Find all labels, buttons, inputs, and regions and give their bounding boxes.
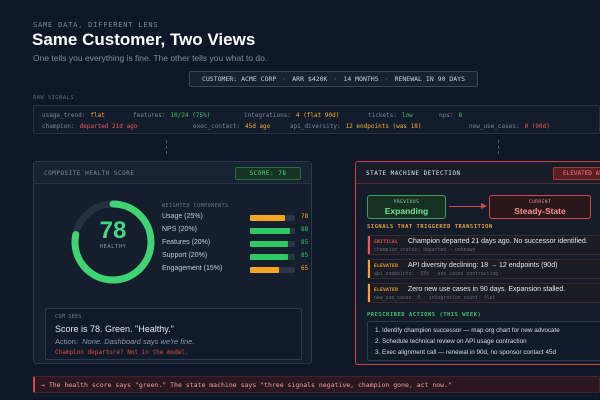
signal-api-diversity: api_diversity: 12 endpoints (was 18) bbox=[290, 123, 422, 130]
trigger-item: ELEVATED API diversity declining: 18 → 1… bbox=[367, 259, 600, 279]
trigger-item: CRITICAL Champion departed 21 days ago. … bbox=[367, 235, 600, 255]
csm-label: CSM SEES bbox=[55, 314, 82, 320]
elevated-alert-badge: ELEVATED ALERT bbox=[553, 167, 600, 180]
signal-features: features: 10/24 (75%) bbox=[133, 112, 211, 119]
action-item: 3. Exec alignment call — renewal in 90d,… bbox=[375, 349, 556, 356]
composite-health-panel: COMPOSITE HEALTH SCORE SCORE: 78 78 HEAL… bbox=[33, 161, 312, 364]
customer-name: CUSTOMER: ACME CORP bbox=[201, 75, 277, 83]
trigger-detail: new_use_cases: 0 · integration_count: fl… bbox=[374, 296, 496, 301]
page-subtitle: One tells you everything is fine. The ot… bbox=[33, 53, 268, 63]
trigger-message: Champion departed 21 days ago. No succes… bbox=[408, 238, 588, 245]
severity-tag: CRITICAL bbox=[374, 240, 399, 245]
footer-callout: → The health score says "green." The sta… bbox=[33, 376, 600, 393]
component-row: Features (20%) 85 bbox=[162, 239, 309, 247]
trigger-message: API diversity declining: 18 → 12 endpoin… bbox=[408, 262, 558, 269]
panel-title: STATE MACHINE DETECTION bbox=[366, 170, 461, 177]
separator: · bbox=[333, 75, 338, 83]
component-bar bbox=[250, 267, 295, 273]
triggers-label: SIGNALS THAT TRIGGERED TRANSITION bbox=[367, 224, 493, 230]
signal-integrations: integrations: 4 (flat 90d) bbox=[244, 112, 340, 119]
signal-champion: champion: departed 21d ago bbox=[42, 123, 138, 130]
action-item: 2. Schedule technical review on API usag… bbox=[375, 338, 527, 345]
panel-header: STATE MACHINE DETECTION ELEVATED ALERT bbox=[356, 162, 600, 184]
signal-new-use-cases: new_use_cases: 0 (90d) bbox=[469, 123, 550, 130]
kicker: SAME DATA, DIFFERENT LENS bbox=[33, 21, 159, 29]
component-bar bbox=[250, 241, 295, 247]
severity-tag: ELEVATED bbox=[374, 264, 399, 269]
trigger-detail: api_endpoints: -33% · use cases contract… bbox=[374, 272, 499, 277]
trigger-message: Zero new use cases in 90 days. Expansion… bbox=[408, 286, 566, 293]
page-title: Same Customer, Two Views bbox=[32, 30, 256, 49]
separator: · bbox=[384, 75, 389, 83]
score-badge: SCORE: 78 bbox=[235, 167, 301, 180]
customer-arr: ARR $420K bbox=[292, 75, 328, 83]
csm-score-line: Score is 78. Green. "Healthy." bbox=[55, 324, 174, 334]
component-row: NPS (20%) 88 bbox=[162, 226, 309, 234]
transition-arrow bbox=[449, 206, 485, 207]
panel-title: COMPOSITE HEALTH SCORE bbox=[44, 170, 135, 177]
panel-header: COMPOSITE HEALTH SCORE SCORE: 78 bbox=[34, 162, 311, 184]
component-bar bbox=[250, 254, 295, 260]
customer-tenure: 14 MONTHS bbox=[343, 75, 379, 83]
health-score-label: HEALTHY bbox=[99, 244, 127, 250]
signal-tickets: tickets: low bbox=[368, 112, 413, 119]
components-label: WEIGHTED COMPONENTS bbox=[162, 203, 229, 209]
signal-nps: nps: 8 bbox=[439, 112, 463, 119]
separator: · bbox=[282, 75, 287, 83]
component-row: Engagement (15%) 65 bbox=[162, 265, 309, 273]
state-machine-panel: STATE MACHINE DETECTION ELEVATED ALERT P… bbox=[355, 161, 600, 365]
connector-right bbox=[498, 140, 499, 154]
current-state: CURRENT Steady-State bbox=[489, 195, 591, 219]
connector-left bbox=[166, 140, 167, 154]
component-row: Support (20%) 85 bbox=[162, 252, 309, 260]
raw-signals-panel: usage_trend: flat features: 10/24 (75%) in… bbox=[33, 105, 600, 134]
csm-warning: Champion departure? Not in the model. bbox=[55, 349, 189, 356]
trigger-item: ELEVATED Zero new use cases in 90 days. … bbox=[367, 283, 600, 303]
health-gauge bbox=[71, 200, 155, 284]
signal-usage-trend: usage_trend: flat bbox=[42, 112, 105, 119]
severity-tag: ELEVATED bbox=[374, 288, 399, 293]
previous-state: PREVIOUS Expanding bbox=[367, 195, 446, 219]
csm-action-line: Action: None. Dashboard says we're fine. bbox=[55, 337, 195, 346]
component-bar bbox=[250, 215, 295, 221]
customer-bar: CUSTOMER: ACME CORP · ARR $420K · 14 MON… bbox=[189, 71, 478, 87]
signal-exec-contact: exec_contact: 45d ago bbox=[193, 123, 271, 130]
arrow-right-icon bbox=[481, 203, 487, 209]
trigger-detail: champion_status: departed → unknown bbox=[374, 248, 476, 253]
component-row: Usage (25%) 78 bbox=[162, 213, 309, 221]
actions-label: PRESCRIBED ACTIONS (THIS WEEK) bbox=[367, 312, 482, 318]
component-bar bbox=[250, 228, 295, 234]
action-item: 1. Identify champion successor — map org… bbox=[375, 327, 560, 334]
csm-sees-box: CSM SEES Score is 78. Green. "Healthy." … bbox=[45, 308, 302, 360]
health-score-value: 78 bbox=[99, 217, 127, 244]
raw-signals-label: RAW SIGNALS bbox=[33, 95, 74, 101]
customer-renewal: RENEWAL IN 90 DAYS bbox=[394, 75, 466, 83]
prescribed-actions-box: 1. Identify champion successor — map org… bbox=[367, 321, 600, 361]
